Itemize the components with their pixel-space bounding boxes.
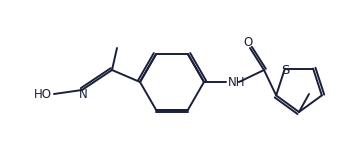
Text: N: N: [79, 88, 87, 101]
Text: O: O: [243, 35, 253, 48]
Text: HO: HO: [34, 88, 52, 101]
Text: NH: NH: [228, 76, 245, 88]
Text: S: S: [281, 64, 289, 77]
